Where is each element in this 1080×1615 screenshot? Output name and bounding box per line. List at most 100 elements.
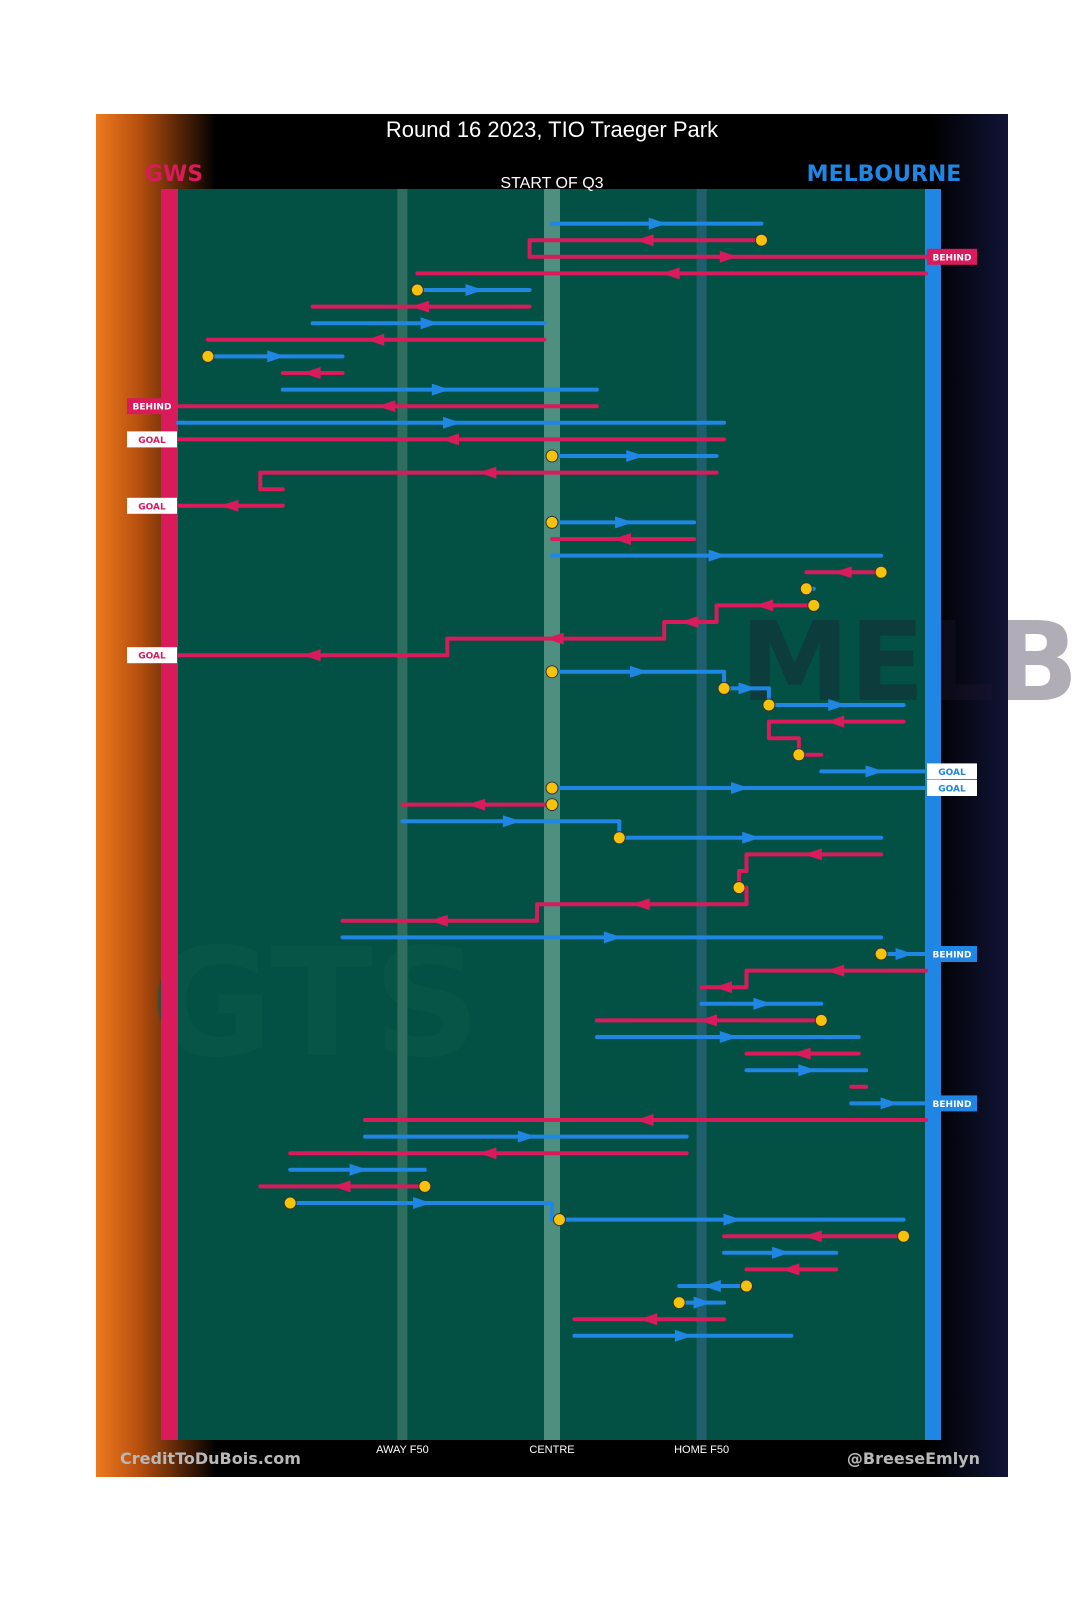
- chart-title: Round 16 2023, TIO Traeger Park: [386, 117, 719, 142]
- direction-arrow: [895, 948, 914, 960]
- chain-38: BEHIND: [849, 1095, 977, 1112]
- direction-arrow: [349, 1163, 368, 1176]
- direction-arrow: [865, 765, 884, 778]
- direction-arrow: [714, 981, 733, 994]
- score-tag-box: [127, 398, 177, 415]
- direction-arrow: [828, 699, 847, 711]
- chain-42: [288, 1163, 427, 1176]
- direction-arrow: [302, 367, 321, 379]
- score-tag-box: [927, 780, 977, 796]
- direction-arrow: [731, 782, 749, 794]
- stoppage-marker: [762, 698, 776, 712]
- chain-6: [205, 333, 547, 346]
- chain-40: [363, 1130, 689, 1143]
- score-tag-goal: GOAL: [138, 652, 166, 662]
- score-tag-goal: GOAL: [138, 436, 166, 446]
- score-tag-behind: BEHIND: [933, 253, 972, 263]
- direction-arrow: [626, 450, 645, 462]
- stoppage-marker: [874, 947, 888, 961]
- stoppage-marker: [545, 449, 559, 463]
- chain-26: [400, 798, 559, 812]
- chain-16: [545, 515, 697, 529]
- direction-arrow: [366, 333, 385, 346]
- score-tag-goal: GOAL: [938, 785, 966, 795]
- chain-19: [804, 565, 888, 579]
- direction-arrow: [742, 831, 761, 844]
- chain-15: GOAL: [127, 497, 285, 514]
- chain-33: [594, 1013, 828, 1027]
- stoppage-marker: [672, 1296, 686, 1310]
- lane-label-0: AWAY F50: [376, 1444, 429, 1456]
- chain-8: [280, 367, 345, 379]
- direction-arrow: [615, 516, 634, 529]
- direction-arrow: [723, 1213, 742, 1226]
- score-tag-box: [127, 497, 177, 514]
- stoppage-marker: [754, 233, 768, 247]
- direction-arrow: [517, 1130, 536, 1143]
- direction-arrow: [781, 1263, 800, 1276]
- direction-arrow: [420, 317, 439, 330]
- chain-46: [722, 1246, 839, 1259]
- gws-sidebar: [161, 189, 178, 1440]
- direction-arrow: [443, 416, 462, 429]
- direction-arrow: [411, 300, 430, 313]
- direction-arrow: [377, 400, 396, 413]
- score-tag-box: [927, 946, 977, 962]
- chain-32: [699, 997, 824, 1010]
- stoppage-marker: [612, 831, 626, 845]
- score-tag-box: [927, 1095, 977, 1112]
- direction-arrow: [826, 715, 845, 728]
- melbourne-team-label: MELBOURNE: [807, 162, 962, 187]
- chain-28: [340, 848, 884, 927]
- stoppage-marker: [545, 515, 559, 529]
- stoppage-marker: [732, 881, 746, 895]
- chain-47: [744, 1263, 839, 1276]
- chain-3: [410, 283, 532, 297]
- stoppage-marker: [545, 665, 559, 679]
- score-tag-box: [927, 763, 977, 780]
- chain-34: [594, 1031, 861, 1043]
- lane-band-0: [397, 189, 408, 1440]
- direction-arrow: [708, 549, 727, 562]
- direction-arrow: [755, 599, 774, 612]
- lane-label-1: CENTRE: [529, 1444, 574, 1456]
- direction-arrow: [798, 1064, 817, 1077]
- score-tag-behind: BEHIND: [933, 951, 972, 961]
- chain-36: [744, 1064, 869, 1077]
- left-watermark: GTS: [150, 917, 481, 1091]
- direction-arrow: [833, 566, 852, 579]
- chain-44: [283, 1196, 906, 1227]
- stoppage-marker: [799, 582, 813, 596]
- chain-24: GOAL: [819, 763, 977, 780]
- stoppage-marker: [410, 283, 424, 297]
- stoppage-marker: [792, 748, 806, 762]
- lane-label-2: HOME F50: [674, 1444, 729, 1456]
- direction-arrow: [413, 1197, 432, 1209]
- chain-48: [677, 1279, 753, 1293]
- credit-right: @BreeseEmlyn: [847, 1449, 980, 1468]
- chain-25: GOAL: [545, 780, 977, 796]
- direction-arrow: [267, 350, 286, 363]
- chart-subtitle: START OF Q3: [500, 175, 603, 192]
- direction-arrow: [613, 533, 632, 545]
- chain-12: GOAL: [127, 431, 727, 448]
- chain-11: [176, 416, 727, 429]
- chain-13: [545, 449, 719, 463]
- chain-5: [310, 317, 547, 330]
- direction-arrow: [702, 1280, 721, 1292]
- direction-arrow: [631, 898, 650, 911]
- chain-17: [550, 533, 697, 545]
- direction-arrow: [467, 798, 486, 811]
- chain-2: [415, 267, 928, 280]
- stoppage-marker: [545, 798, 559, 812]
- direction-arrow: [719, 250, 738, 263]
- score-tag-box: [127, 647, 177, 664]
- direction-arrow: [302, 649, 321, 662]
- lane-band-1: [544, 189, 560, 1440]
- chain-7: [201, 349, 345, 363]
- direction-arrow: [738, 682, 757, 695]
- score-tag-box: [927, 248, 977, 265]
- direction-arrow: [603, 931, 622, 944]
- chain-41: [288, 1147, 689, 1160]
- score-tag-behind: BEHIND: [133, 403, 172, 413]
